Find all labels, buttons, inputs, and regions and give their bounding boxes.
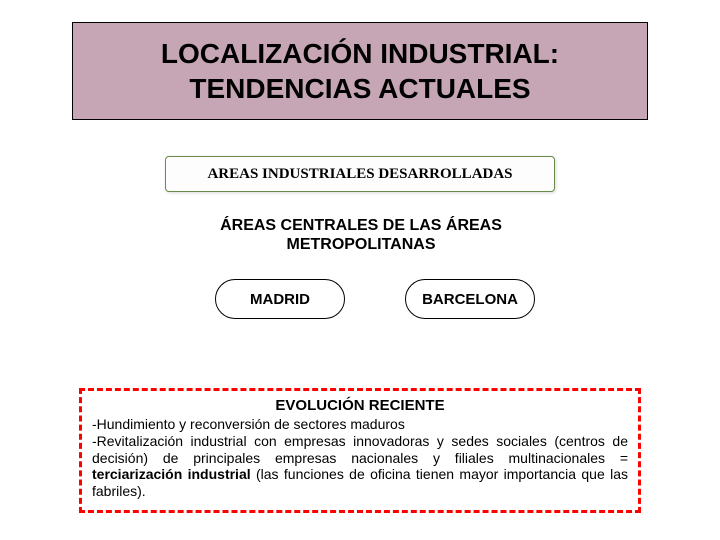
- subtitle-box: AREAS INDUSTRIALES DESARROLLADAS: [165, 156, 555, 192]
- pill-barcelona: BARCELONA: [405, 279, 535, 319]
- subtitle-text: AREAS INDUSTRIALES DESARROLLADAS: [207, 166, 512, 183]
- title-text: LOCALIZACIÓN INDUSTRIAL: TENDENCIAS ACTU…: [161, 36, 559, 106]
- evolution-box: EVOLUCIÓN RECIENTE -Hundimiento y reconv…: [79, 388, 641, 513]
- central-areas-box: ÁREAS CENTRALES DE LAS ÁREAS METROPOLITA…: [206, 213, 516, 257]
- pill-madrid-label: MADRID: [250, 291, 310, 308]
- central-areas-text: ÁREAS CENTRALES DE LAS ÁREAS METROPOLITA…: [220, 216, 502, 254]
- evolution-title: EVOLUCIÓN RECIENTE: [92, 397, 628, 414]
- pill-madrid: MADRID: [215, 279, 345, 319]
- central-line2: METROPOLITANAS: [286, 236, 435, 253]
- title-line2: TENDENCIAS ACTUALES: [189, 73, 530, 104]
- evolution-bold: terciarización industrial: [92, 466, 251, 482]
- evolution-line2a: -Revitalización industrial con empresas …: [92, 433, 628, 466]
- pill-barcelona-label: BARCELONA: [422, 291, 518, 308]
- evolution-body: -Hundimiento y reconversión de sectores …: [92, 416, 628, 500]
- title-line1: LOCALIZACIÓN INDUSTRIAL:: [161, 38, 559, 69]
- title-box: LOCALIZACIÓN INDUSTRIAL: TENDENCIAS ACTU…: [72, 22, 648, 120]
- central-line1: ÁREAS CENTRALES DE LAS ÁREAS: [220, 217, 502, 234]
- evolution-line1: -Hundimiento y reconversión de sectores …: [92, 416, 405, 432]
